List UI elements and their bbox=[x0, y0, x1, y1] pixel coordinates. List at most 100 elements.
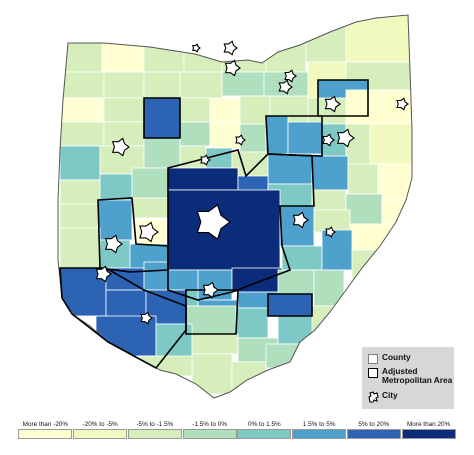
county bbox=[59, 203, 99, 229]
county-swatch bbox=[368, 354, 378, 364]
county bbox=[167, 269, 199, 291]
county bbox=[277, 269, 315, 295]
county bbox=[59, 227, 101, 269]
county bbox=[183, 37, 223, 73]
key-city-label: City bbox=[382, 390, 398, 400]
county bbox=[279, 205, 315, 247]
county bbox=[311, 189, 347, 211]
key-metro-label: Adjusted Metropolitan Area bbox=[382, 366, 453, 385]
city-outline bbox=[95, 265, 112, 283]
city-outline bbox=[324, 95, 341, 113]
county bbox=[239, 95, 271, 125]
county bbox=[179, 97, 211, 123]
city-outline bbox=[284, 69, 297, 83]
county bbox=[143, 97, 181, 139]
county bbox=[143, 261, 169, 291]
county bbox=[277, 315, 313, 345]
county bbox=[239, 123, 267, 153]
city-outline bbox=[223, 40, 238, 56]
legend-swatch bbox=[237, 429, 292, 439]
county bbox=[131, 197, 169, 219]
county bbox=[99, 173, 133, 201]
metro-area-outline bbox=[167, 149, 315, 301]
county bbox=[191, 353, 233, 395]
county bbox=[311, 155, 349, 191]
key-county-row: County bbox=[368, 353, 411, 364]
city-outline bbox=[200, 154, 211, 166]
county bbox=[377, 163, 412, 201]
legend-label: 5% to 20% bbox=[358, 421, 390, 428]
legend-swatch bbox=[182, 429, 237, 439]
legend-label: -1.5% to 0% bbox=[192, 421, 228, 428]
legend-label: 1.5% to 5% bbox=[302, 421, 336, 428]
county bbox=[103, 71, 145, 99]
county bbox=[347, 163, 379, 195]
legend-item: 5% to 20% bbox=[346, 420, 402, 446]
map-key: County Adjusted Metropolitan Area City bbox=[362, 347, 454, 409]
county bbox=[103, 97, 145, 123]
county bbox=[167, 189, 281, 271]
city-outline bbox=[224, 59, 241, 77]
color-legend: More than -20% -20% to -5% -5% to -1.5% -1.… bbox=[18, 420, 456, 446]
city-outline bbox=[322, 133, 335, 147]
county bbox=[345, 15, 412, 63]
legend-item: 1.5% to 5% bbox=[292, 420, 347, 446]
legend-swatch bbox=[18, 429, 73, 439]
key-county-label: County bbox=[382, 352, 411, 362]
county bbox=[209, 97, 241, 123]
county bbox=[321, 229, 353, 271]
city-outline bbox=[292, 211, 309, 229]
county bbox=[287, 121, 323, 155]
county bbox=[59, 71, 105, 99]
county bbox=[345, 123, 371, 165]
city-outline bbox=[396, 97, 409, 111]
map-svg bbox=[57, 14, 413, 399]
county bbox=[267, 153, 313, 185]
city-outline bbox=[336, 128, 355, 148]
county bbox=[191, 333, 239, 355]
legend-item: -5% to -1.5% bbox=[127, 420, 183, 446]
county bbox=[265, 115, 289, 155]
metro-area-outline bbox=[59, 267, 187, 370]
county bbox=[143, 71, 181, 99]
city-outline bbox=[278, 79, 293, 95]
legend-item: More than 20% bbox=[401, 420, 456, 446]
legend-swatch bbox=[346, 429, 401, 439]
county bbox=[59, 179, 101, 205]
county bbox=[221, 71, 265, 97]
county bbox=[209, 121, 241, 149]
county bbox=[131, 167, 169, 199]
legend-swatch bbox=[127, 429, 182, 439]
city-outline bbox=[196, 204, 231, 240]
city-outline bbox=[104, 234, 123, 254]
legend-item: More than -20% bbox=[18, 420, 73, 446]
key-metro-row: Adjusted Metropolitan Area bbox=[368, 367, 454, 385]
county bbox=[311, 305, 339, 337]
county bbox=[179, 71, 223, 99]
city-outline bbox=[192, 43, 201, 53]
legend-item: 0% to 1.5% bbox=[237, 420, 292, 446]
city-outline-icon bbox=[368, 391, 379, 403]
county bbox=[313, 269, 345, 307]
city-outline bbox=[139, 221, 159, 243]
city-layer bbox=[95, 40, 409, 325]
city-outline bbox=[140, 311, 153, 325]
legend-item: -20% to -5% bbox=[73, 420, 128, 446]
county bbox=[97, 199, 133, 241]
metro-area-outline bbox=[267, 293, 313, 317]
city-outline bbox=[202, 281, 219, 299]
county bbox=[167, 167, 239, 191]
county bbox=[59, 121, 105, 147]
legend-swatch bbox=[401, 429, 456, 439]
legend-label: -20% to -5% bbox=[82, 421, 118, 428]
legend-label: 0% to 1.5% bbox=[248, 421, 281, 428]
legend-label: More than -20% bbox=[22, 421, 69, 428]
county bbox=[265, 37, 307, 73]
legend-swatch bbox=[73, 429, 128, 439]
legend-label: -5% to -1.5% bbox=[136, 421, 174, 428]
county bbox=[143, 137, 181, 169]
county bbox=[59, 145, 101, 181]
metro-area-outline bbox=[317, 79, 369, 117]
metro-area-outline bbox=[265, 115, 323, 157]
metro-swatch bbox=[368, 368, 378, 378]
